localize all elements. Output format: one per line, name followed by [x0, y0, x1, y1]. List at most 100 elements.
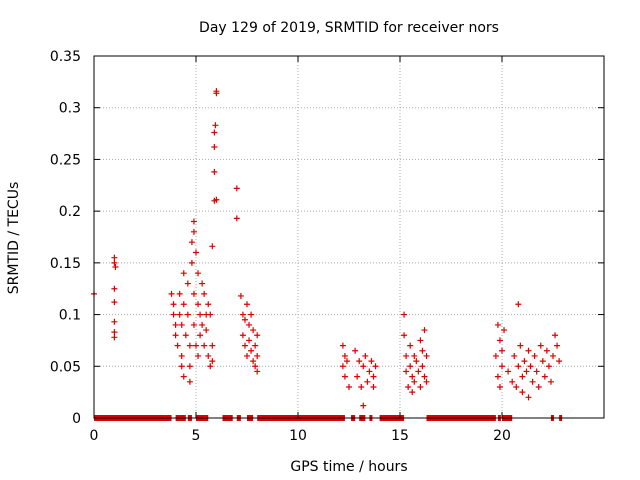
data-point — [111, 318, 118, 325]
data-point — [341, 352, 348, 359]
data-point — [370, 373, 377, 380]
data-point — [354, 373, 361, 380]
data-point — [525, 347, 532, 354]
data-point — [250, 327, 257, 334]
data-point — [241, 342, 248, 349]
data-point — [170, 311, 177, 318]
data-point — [364, 378, 371, 385]
data-point — [239, 332, 246, 339]
data-point — [254, 352, 261, 359]
data-point — [545, 363, 552, 370]
data-point — [556, 358, 563, 365]
data-point — [182, 332, 189, 339]
data-point — [499, 363, 505, 370]
data-point — [248, 347, 255, 354]
data-point — [111, 285, 118, 292]
data-point — [195, 270, 202, 277]
data-point — [111, 299, 118, 306]
data-points — [91, 88, 563, 409]
data-point — [209, 243, 216, 250]
data-point — [409, 373, 416, 380]
data-point — [513, 383, 520, 390]
y-tick-label: 0 — [72, 411, 81, 427]
data-point — [199, 280, 206, 287]
data-point — [492, 352, 499, 359]
data-point — [172, 321, 179, 328]
data-point — [168, 290, 175, 297]
data-point — [496, 337, 503, 344]
data-point — [421, 327, 428, 334]
data-point — [366, 368, 373, 375]
data-point — [184, 311, 191, 318]
data-point — [407, 342, 414, 349]
data-point — [552, 332, 559, 339]
data-point — [197, 311, 204, 318]
data-point — [339, 342, 346, 349]
x-tick-label: 20 — [493, 428, 511, 444]
data-point — [190, 290, 197, 297]
data-point — [417, 383, 424, 390]
data-point — [519, 373, 526, 380]
data-point — [197, 332, 204, 339]
data-point — [205, 301, 212, 308]
chart-title: Day 129 of 2019, SRMTID for receiver nor… — [199, 20, 499, 36]
data-point — [547, 378, 554, 385]
data-point — [186, 342, 193, 349]
data-point — [515, 363, 522, 370]
data-point — [176, 290, 183, 297]
data-point — [531, 352, 538, 359]
data-point — [252, 342, 259, 349]
data-point — [248, 311, 255, 318]
grid — [94, 56, 604, 418]
x-tick-label: 5 — [192, 428, 201, 444]
data-point — [244, 301, 250, 308]
data-point — [174, 342, 181, 349]
data-point — [211, 144, 218, 151]
data-point — [403, 368, 410, 375]
axis-ticks — [93, 55, 604, 419]
data-point — [494, 321, 501, 328]
data-point — [193, 342, 199, 349]
data-point — [509, 378, 516, 385]
data-point — [356, 358, 363, 365]
data-point — [203, 327, 210, 334]
x-tick-label: 10 — [289, 428, 307, 444]
data-point — [195, 352, 202, 359]
data-point — [411, 378, 418, 385]
y-tick-label: 0.2 — [59, 204, 81, 220]
data-point — [252, 363, 259, 370]
data-point — [207, 311, 214, 318]
data-point — [201, 290, 208, 297]
data-point — [188, 239, 195, 246]
data-point — [417, 337, 424, 344]
data-point — [193, 249, 199, 256]
data-point — [423, 352, 430, 359]
data-point — [499, 347, 505, 354]
data-point — [178, 363, 185, 370]
data-point — [360, 363, 367, 370]
data-point — [521, 358, 528, 365]
data-point — [178, 352, 185, 359]
data-point — [246, 321, 253, 328]
data-point — [246, 337, 253, 344]
data-point — [180, 301, 187, 308]
data-point — [207, 363, 214, 370]
data-point — [209, 342, 216, 349]
data-point — [195, 301, 202, 308]
data-point — [403, 352, 410, 359]
y-tick-label: 0.3 — [59, 101, 81, 117]
data-point — [190, 218, 197, 225]
data-point — [411, 352, 418, 359]
data-point — [535, 383, 542, 390]
data-point — [539, 358, 546, 365]
data-point — [550, 352, 556, 359]
data-point — [250, 358, 257, 365]
y-tick-label: 0.35 — [50, 49, 81, 65]
x-tick-label: 15 — [391, 428, 409, 444]
data-point — [211, 129, 218, 136]
data-point — [372, 363, 379, 370]
data-point — [188, 259, 195, 266]
data-point — [343, 358, 350, 365]
data-point — [254, 332, 261, 339]
